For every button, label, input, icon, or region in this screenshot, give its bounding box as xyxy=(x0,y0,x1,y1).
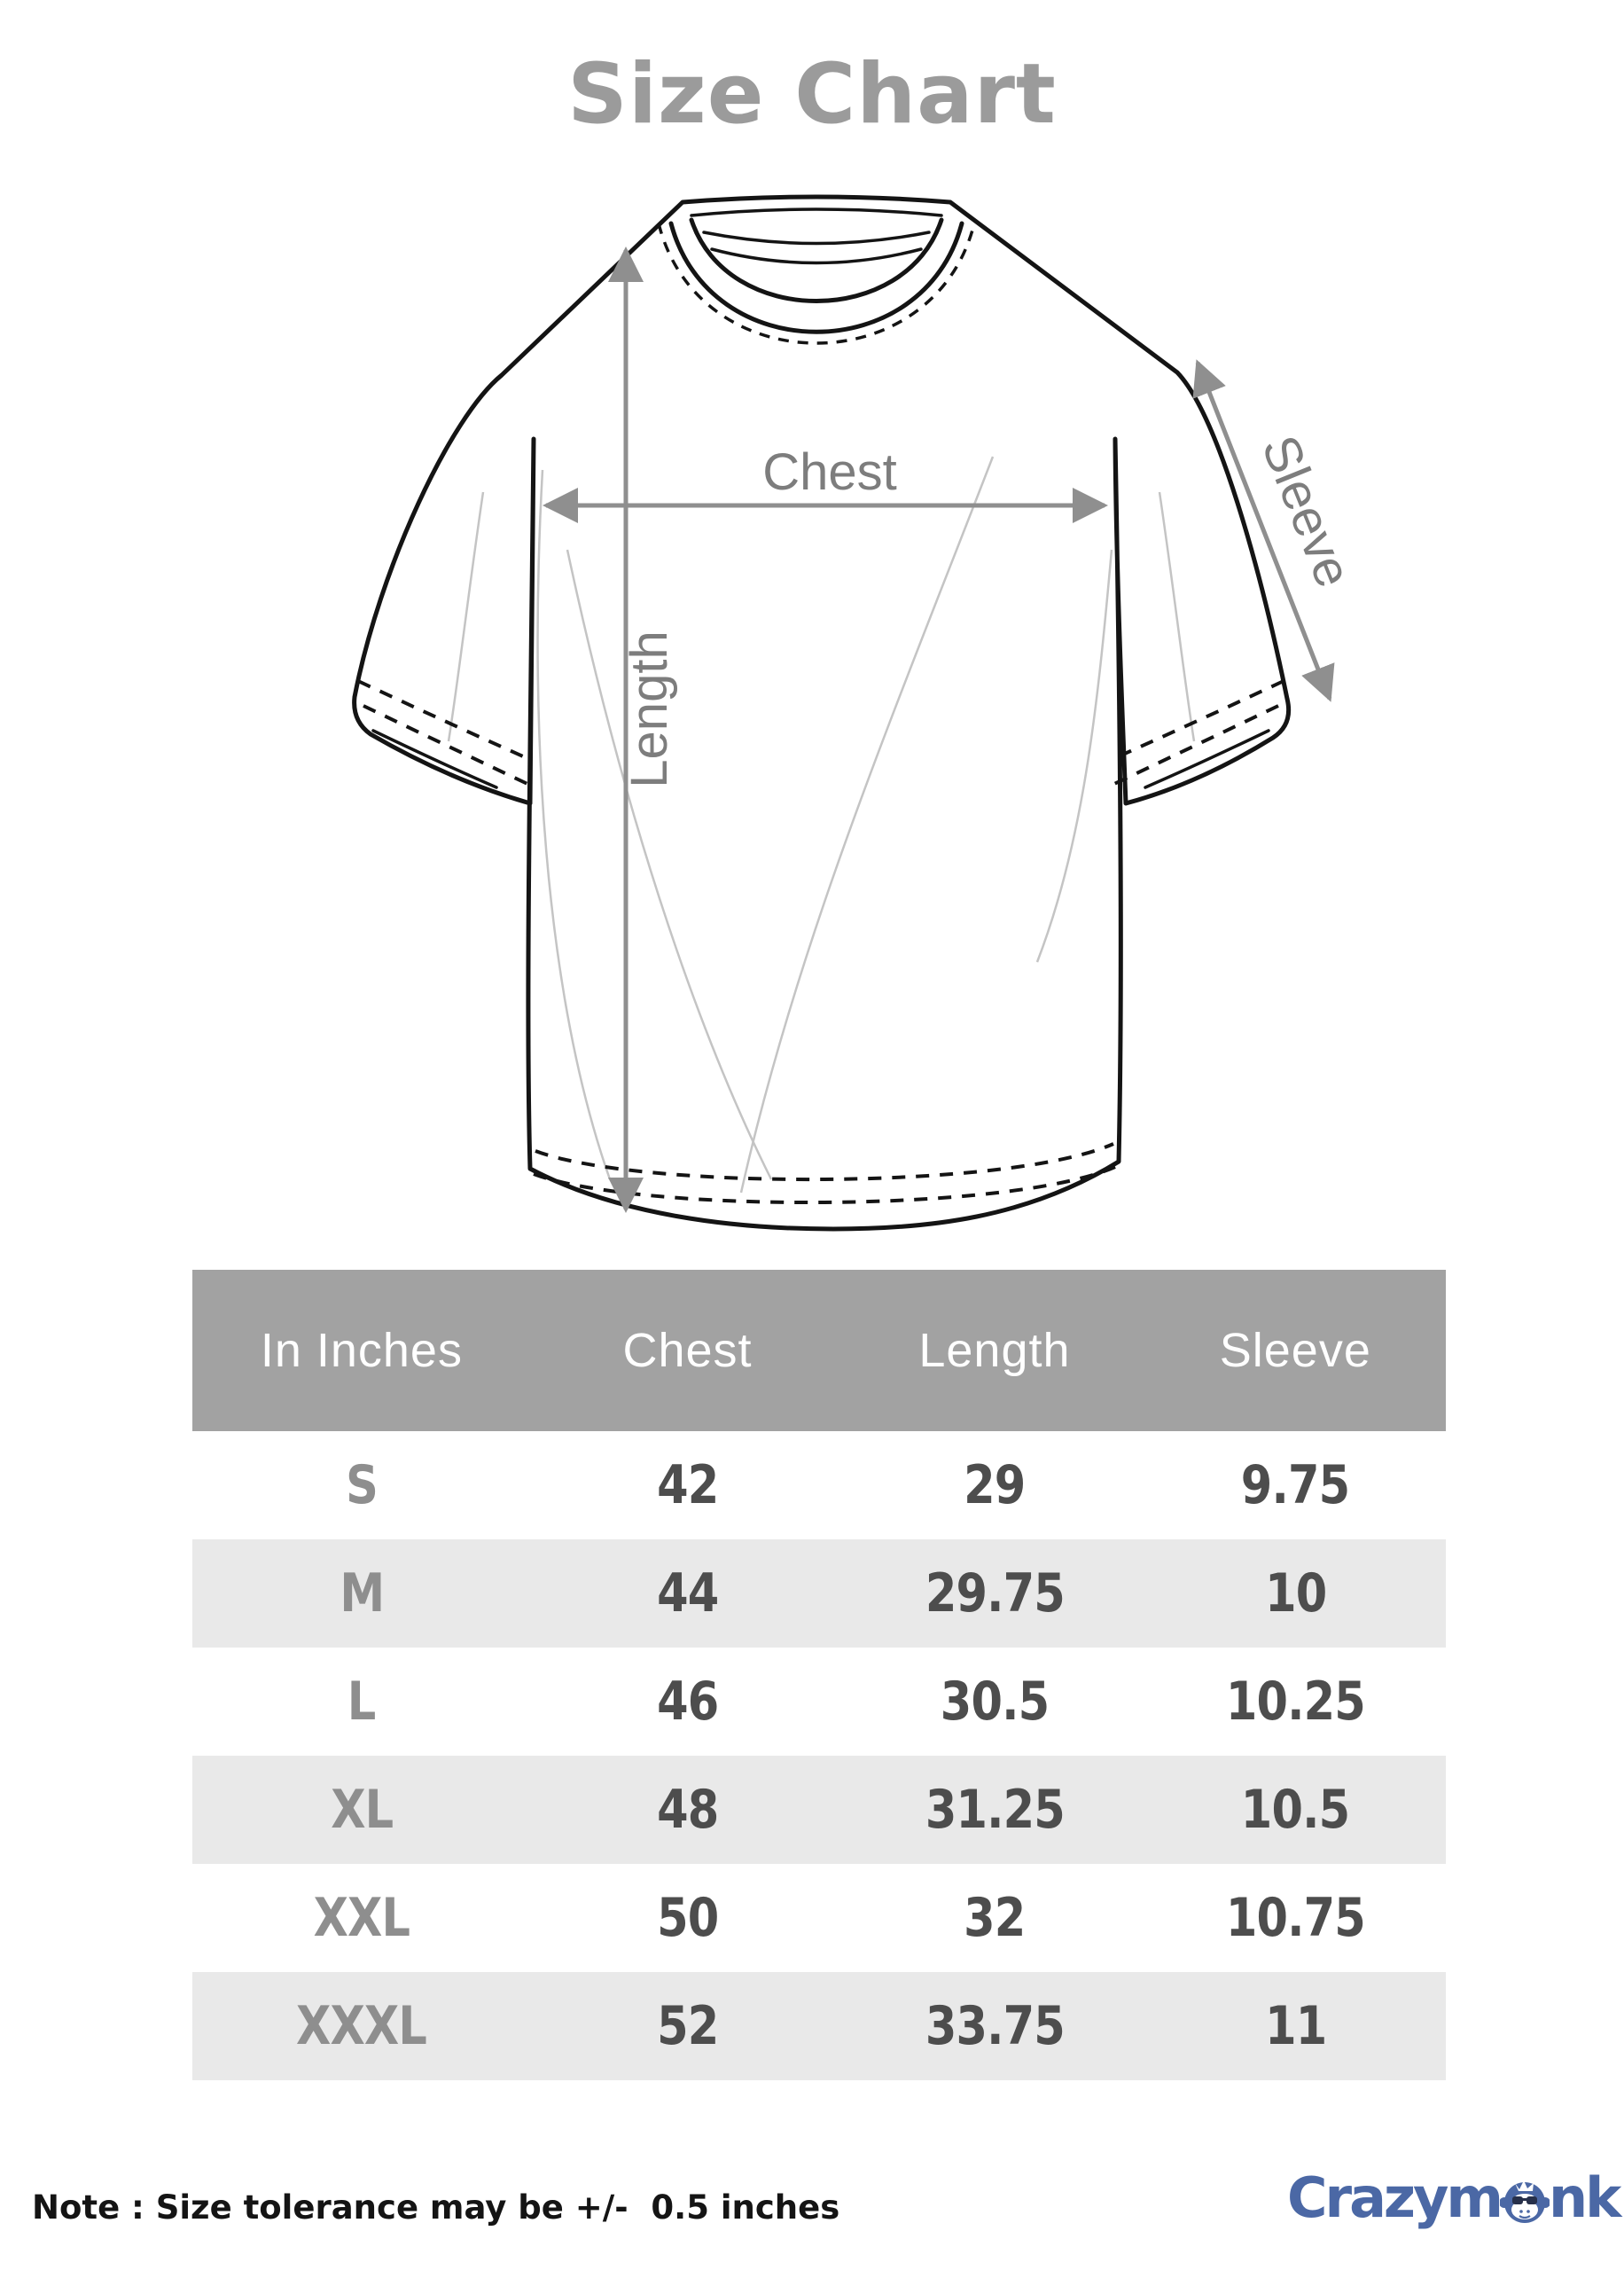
column-header-sleeve: Sleeve xyxy=(1144,1270,1446,1431)
tshirt-outline xyxy=(352,194,1292,1232)
size-label: XXL xyxy=(313,1887,410,1949)
column-header-in-inches: In Inches xyxy=(192,1270,531,1431)
tshirt-measurement-diagram: Chest Length Sleeve xyxy=(352,194,1363,1232)
sleeve-value: 10.75 xyxy=(1225,1887,1366,1949)
chest-value: 50 xyxy=(656,1887,719,1949)
length-value: 33.75 xyxy=(925,1995,1065,2057)
chest-value: 44 xyxy=(656,1562,719,1624)
sleeve-value: 10 xyxy=(1264,1562,1327,1624)
size-label: S xyxy=(345,1454,379,1516)
size-label: L xyxy=(347,1671,377,1733)
size-table-header-row: In Inches Chest Length Sleeve xyxy=(192,1270,1446,1431)
sleeve-arrow xyxy=(1192,359,1335,702)
length-value: 29 xyxy=(964,1454,1026,1516)
length-value: 32 xyxy=(964,1887,1026,1949)
length-measure-label: Length xyxy=(621,630,678,787)
chest-value: 52 xyxy=(656,1995,719,2057)
sleeve-value: 9.75 xyxy=(1241,1454,1350,1516)
column-header-chest: Chest xyxy=(530,1270,845,1431)
brand-logo: Crazym nk xyxy=(1287,2165,1621,2230)
sleeve-value: 10.25 xyxy=(1225,1671,1366,1733)
chest-value: 42 xyxy=(656,1454,719,1516)
table-row-xxxl: XXXL 52 33.75 11 xyxy=(192,1972,1446,2080)
table-row-l: L 46 30.5 10.25 xyxy=(192,1648,1446,1756)
size-table: In Inches Chest Length Sleeve S 42 29 9.… xyxy=(192,1270,1446,2080)
table-row-xxl: XXL 50 32 10.75 xyxy=(192,1864,1446,1972)
monkey-face-icon xyxy=(1500,2180,1550,2223)
chest-value: 46 xyxy=(656,1671,719,1733)
stitching xyxy=(357,679,1284,1205)
sleeve-value: 11 xyxy=(1264,1995,1327,2057)
length-value: 30.5 xyxy=(940,1671,1050,1733)
collar xyxy=(657,207,976,345)
sleeve-measure-label: Sleeve xyxy=(1251,427,1363,595)
size-label: XXXL xyxy=(296,1995,427,2057)
brand-name-suffix: nk xyxy=(1549,2165,1621,2230)
length-value: 31.25 xyxy=(925,1779,1065,1841)
tolerance-note: Note : Size tolerance may be +/- 0.5 inc… xyxy=(32,2188,840,2227)
size-label: M xyxy=(339,1562,385,1624)
length-value: 29.75 xyxy=(925,1562,1065,1624)
chest-measure-label: Chest xyxy=(762,443,897,501)
sleeve-value: 10.5 xyxy=(1241,1779,1350,1841)
table-row-s: S 42 29 9.75 xyxy=(192,1431,1446,1539)
size-label: XL xyxy=(330,1779,394,1841)
fabric-creases xyxy=(447,456,1196,1194)
column-header-length: Length xyxy=(844,1270,1145,1431)
brand-name-prefix: Crazym xyxy=(1287,2165,1503,2230)
table-row-xl: XL 48 31.25 10.5 xyxy=(192,1756,1446,1864)
page-title: Size Chart xyxy=(567,46,1057,143)
table-row-m: M 44 29.75 10 xyxy=(192,1539,1446,1648)
chest-value: 48 xyxy=(656,1779,719,1841)
